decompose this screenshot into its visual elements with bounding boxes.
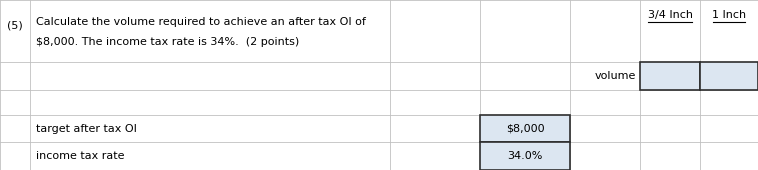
- Bar: [480, 142, 570, 170]
- Bar: [700, 62, 758, 90]
- Bar: [480, 115, 570, 142]
- Bar: [640, 62, 700, 90]
- Text: $8,000. The income tax rate is 34%.  (2 points): $8,000. The income tax rate is 34%. (2 p…: [36, 37, 299, 47]
- Text: 1 Inch: 1 Inch: [712, 10, 746, 20]
- Text: Calculate the volume required to achieve an after tax OI of: Calculate the volume required to achieve…: [36, 17, 366, 27]
- Text: (5): (5): [7, 21, 23, 31]
- Text: 34.0%: 34.0%: [507, 151, 543, 161]
- Text: target after tax OI: target after tax OI: [36, 123, 137, 133]
- Text: income tax rate: income tax rate: [36, 151, 124, 161]
- Text: 3/4 Inch: 3/4 Inch: [647, 10, 693, 20]
- Text: volume: volume: [594, 71, 636, 81]
- Text: $8,000: $8,000: [506, 123, 544, 133]
